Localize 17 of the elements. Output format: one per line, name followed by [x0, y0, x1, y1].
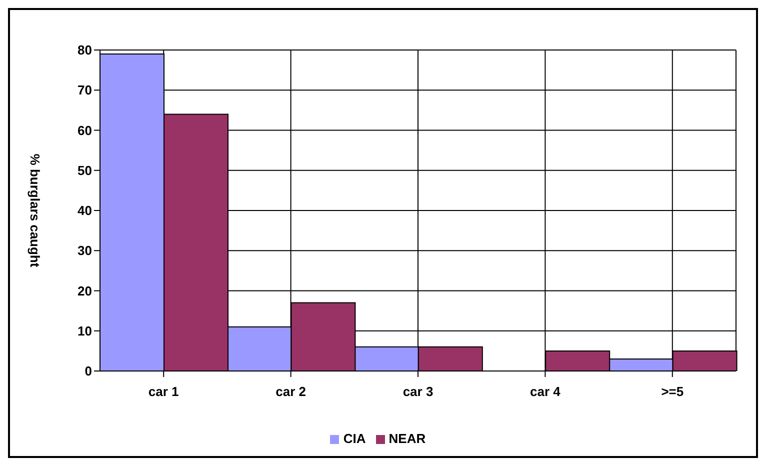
- y-tick-label: 40: [78, 203, 92, 218]
- y-tick-label: 60: [78, 122, 92, 138]
- x-tick-label: car 1: [148, 384, 179, 400]
- y-tick-label: 50: [78, 162, 92, 178]
- y-axis-title: % burglars caught: [27, 154, 42, 268]
- y-tick-label: 70: [78, 82, 92, 98]
- y-tick-label: 0: [84, 364, 92, 379]
- y-tick-label: 30: [78, 243, 92, 258]
- x-tick-label: car 3: [402, 384, 434, 400]
- y-tick-label: 80: [78, 42, 92, 58]
- x-tick-label: car 2: [276, 384, 306, 400]
- legend-label: CIA: [343, 431, 366, 446]
- y-tick-label: 10: [78, 323, 92, 338]
- x-tick-label: car 4: [530, 384, 562, 400]
- y-tick-label: 20: [78, 283, 92, 298]
- x-tick-label: >=5: [661, 384, 684, 400]
- legend-label: NEAR: [388, 431, 426, 446]
